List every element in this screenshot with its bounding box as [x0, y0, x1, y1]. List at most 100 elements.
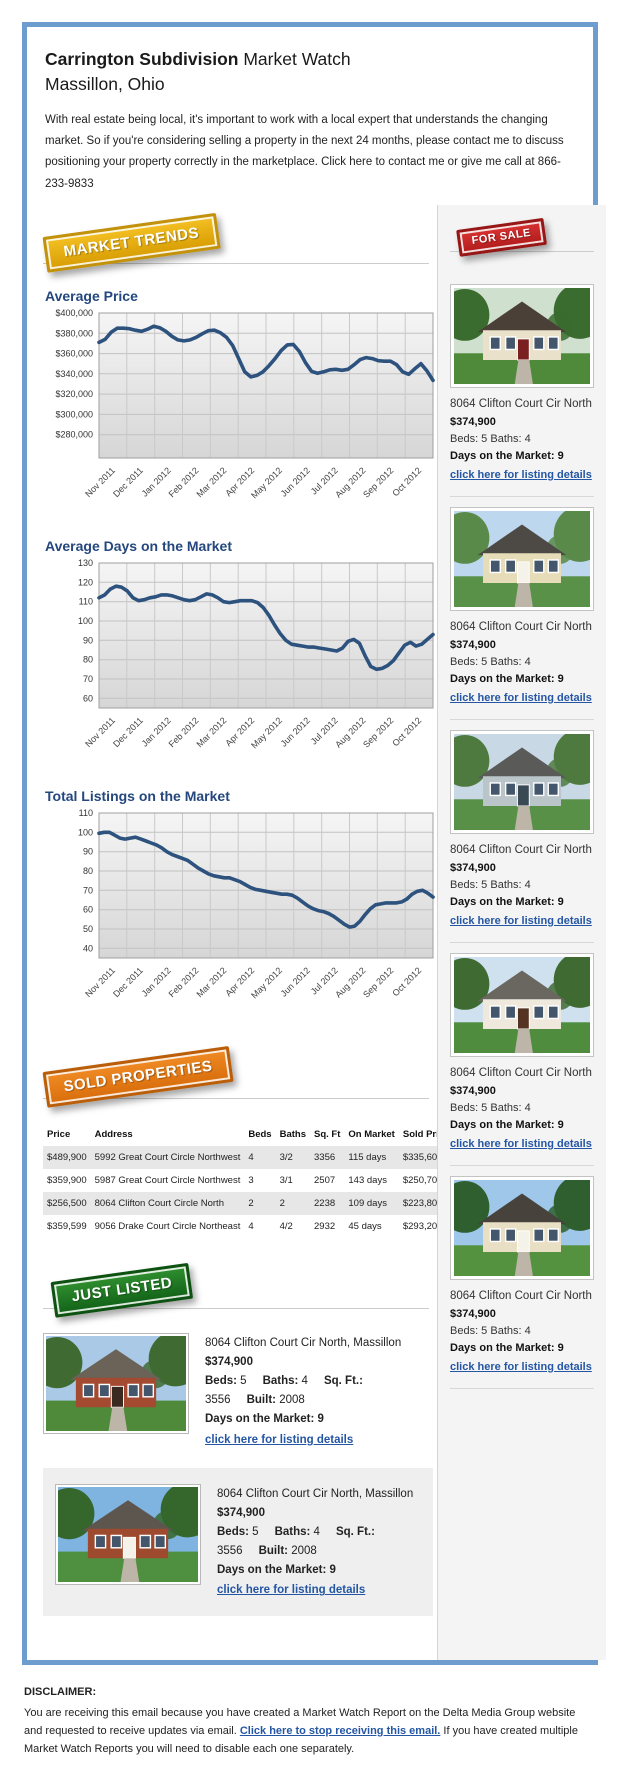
listing-days-on-market: Days on the Market: 9 — [450, 449, 564, 462]
table-cell: 3/1 — [279, 1174, 293, 1186]
listing-beds-baths: Beds: 5 Baths: 4 — [450, 878, 531, 891]
listing-details-link[interactable]: click here for listing details — [205, 1433, 354, 1446]
table-row: $359,900 5987 Great Court Circle Northwes… — [43, 1169, 453, 1192]
svg-text:80: 80 — [83, 655, 93, 665]
table-cell: 45 days — [348, 1220, 382, 1232]
table-cell: 4 — [248, 1151, 254, 1163]
spec-label: Sq. Ft.: — [335, 1525, 375, 1538]
svg-text:$360,000: $360,000 — [55, 348, 93, 358]
listing-details-link[interactable]: click here for listing details — [450, 468, 592, 481]
table-cell: $359,900 — [47, 1174, 87, 1186]
table-cell: $256,500 — [47, 1197, 87, 1209]
svg-text:Jun 2012: Jun 2012 — [279, 715, 312, 748]
listing-spec: Beds: 5 — [205, 1375, 247, 1387]
svg-text:Dec 2011: Dec 2011 — [111, 965, 145, 999]
spec-label: Sq. Ft.: — [323, 1374, 363, 1387]
content-area: MARKET TRENDS Average Price $400,000 $380… — [27, 204, 606, 1661]
spec-value: 2008 — [279, 1393, 305, 1406]
svg-text:Oct 2012: Oct 2012 — [390, 965, 423, 998]
listing-days-on-market: Days on the Market: 9 — [450, 1341, 564, 1354]
listing-address: 8064 Clifton Court Cir North, Massillon — [205, 1336, 402, 1349]
table-cell: 5987 Great Court Circle Northwest — [94, 1174, 241, 1186]
table-cell: 143 days — [348, 1174, 387, 1186]
house-photo — [450, 952, 594, 1057]
sold-properties-badge: SOLD PROPERTIES — [42, 1045, 234, 1108]
listing-price: $374,900 — [217, 1506, 265, 1519]
unsubscribe-link[interactable]: Click here to stop receiving this email. — [239, 1724, 441, 1737]
svg-text:90: 90 — [83, 847, 93, 857]
listing-days-on-market: Days on the Market: 9 — [217, 1563, 336, 1576]
house-photo — [450, 283, 594, 388]
svg-text:$280,000: $280,000 — [55, 430, 93, 440]
svg-text:100: 100 — [78, 827, 93, 837]
svg-text:Oct 2012: Oct 2012 — [390, 465, 423, 498]
spec-value: 4 — [313, 1525, 320, 1538]
table-cell: 2932 — [314, 1220, 336, 1232]
svg-text:80: 80 — [83, 866, 93, 876]
listing-price: $374,900 — [450, 1307, 496, 1320]
table-cell: 2 — [248, 1197, 254, 1209]
listing-spec: Beds: 5 — [217, 1526, 259, 1538]
subdivision-name: Carrington Subdivision — [45, 49, 239, 69]
listing-details-link[interactable]: click here for listing details — [450, 914, 592, 927]
sold-column-header: Beds — [248, 1128, 272, 1140]
svg-text:$340,000: $340,000 — [55, 369, 93, 379]
listing-details-link[interactable]: click here for listing details — [450, 691, 592, 704]
listing-spec: Built: 2008 — [247, 1394, 305, 1406]
just-listed-list: 8064 Clifton Court Cir North, Massillon … — [43, 1332, 433, 1617]
listing-details-link[interactable]: click here for listing details — [217, 1584, 366, 1597]
svg-text:Dec 2011: Dec 2011 — [111, 465, 145, 499]
for-sale-listing-list: 8064 Clifton Court Cir North $374,900 Be… — [450, 274, 594, 1389]
listing-beds-baths: Beds: 5 Baths: 4 — [450, 1101, 531, 1114]
spec-value: 2008 — [291, 1544, 317, 1557]
spec-label: Built: — [258, 1544, 288, 1557]
table-cell: 2 — [279, 1197, 285, 1209]
spec-value: 3556 — [205, 1393, 231, 1406]
chart-title-average-days: Average Days on the Market — [45, 537, 232, 554]
for-sale-section-head: FOR SALE — [450, 217, 594, 257]
table-cell: $489,900 — [47, 1151, 87, 1163]
listing-details-link[interactable]: click here for listing details — [450, 1137, 592, 1150]
spec-label: Built: — [246, 1393, 276, 1406]
disclaimer-label: DISCLAIMER: — [24, 1686, 97, 1699]
svg-text:110: 110 — [79, 597, 93, 607]
svg-text:50: 50 — [83, 924, 93, 934]
sold-column-header: Sold Price — [402, 1128, 450, 1140]
svg-text:Dec 2011: Dec 2011 — [111, 715, 145, 749]
just-listed-info: 8064 Clifton Court Cir North, Massillon … — [205, 1333, 429, 1450]
svg-text:90: 90 — [83, 635, 93, 645]
listing-details-link[interactable]: click here for listing details — [450, 1360, 592, 1373]
svg-text:Sep 2012: Sep 2012 — [361, 465, 395, 499]
house-photo — [450, 506, 594, 611]
just-listed-badge: JUST LISTED — [50, 1262, 194, 1318]
market-trends-section-head: MARKET TRENDS — [42, 212, 429, 273]
table-cell: 9056 Drake Court Circle Northeast — [94, 1220, 241, 1232]
table-cell: $293,200 — [402, 1220, 443, 1232]
table-row: $489,900 5992 Great Court Circle Northwes… — [43, 1145, 454, 1169]
newsletter-container: Carrington Subdivision Market Watch Mass… — [22, 22, 606, 1666]
house-photo — [450, 1175, 594, 1280]
svg-text:Sep 2012: Sep 2012 — [361, 965, 395, 999]
listing-specs: Beds: 5 Baths: 4 Sq. Ft.: 3556 Built: 2008 — [217, 1523, 421, 1561]
svg-text:Oct 2012: Oct 2012 — [390, 715, 423, 748]
table-cell: 109 days — [348, 1197, 387, 1209]
for-sale-listing: 8064 Clifton Court Cir North $374,900 Be… — [450, 943, 594, 1166]
chart-title-average-price: Average Price — [45, 287, 138, 304]
spec-value: 5 — [252, 1525, 259, 1538]
svg-text:Mar 2012: Mar 2012 — [194, 715, 228, 749]
market-trends-badge: MARKET TRENDS — [42, 212, 221, 273]
table-row: $256,500 8064 Clifton Court Circle North 2… — [43, 1191, 454, 1215]
sold-column-header: Address — [94, 1128, 133, 1140]
svg-text:$300,000: $300,000 — [55, 409, 93, 419]
chart-title-total-listings: Total Listings on the Market — [45, 787, 230, 804]
listing-spec: Sq. Ft.: 3556 — [217, 1526, 375, 1557]
svg-text:Sep 2012: Sep 2012 — [361, 715, 395, 749]
table-row: $359,599 9056 Drake Court Circle Northeas… — [43, 1215, 453, 1238]
listing-days-on-market: Days on the Market: 9 — [205, 1412, 324, 1425]
listing-spec: Baths: 4 — [275, 1526, 320, 1538]
newsletter-header: Carrington Subdivision Market Watch Mass… — [27, 27, 593, 205]
table-cell: 2238 — [314, 1197, 336, 1209]
table-cell: 5992 Great Court Circle Northwest — [94, 1151, 241, 1163]
title-suffix: Market Watch — [238, 49, 351, 69]
